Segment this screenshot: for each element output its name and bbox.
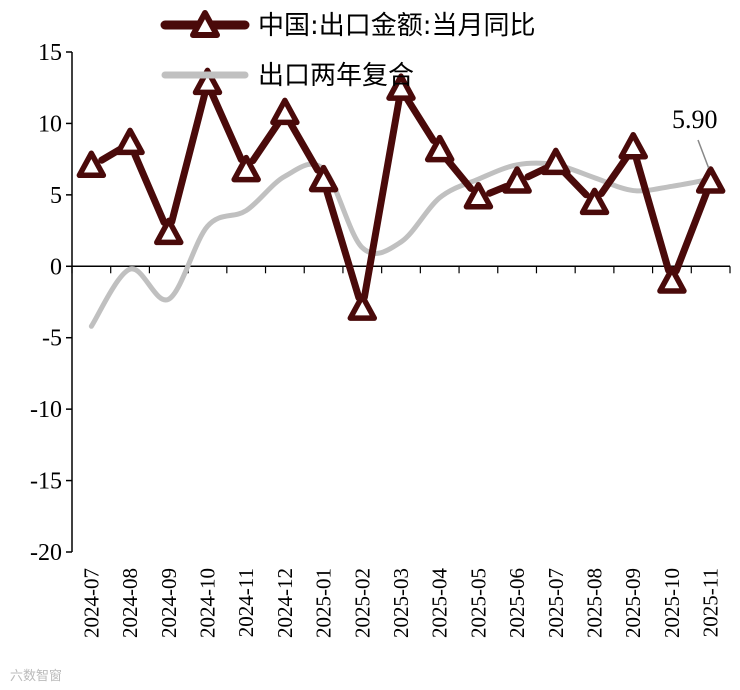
series-export-yoy-segment: [287, 120, 322, 174]
triangle-marker-icon: [657, 266, 687, 294]
annotation-leader-line: [697, 139, 710, 169]
y-tick-label: 10: [38, 111, 62, 137]
series-export-yoy-segment: [360, 97, 403, 301]
x-tick-label: 2025-09: [621, 568, 645, 638]
series-export-yoy-segment: [486, 183, 510, 197]
triangle-marker-icon: [424, 134, 455, 163]
x-tick-label: 2025-04: [428, 568, 452, 638]
x-tick-label: 2024-09: [157, 568, 181, 638]
triangle-marker-icon: [270, 97, 300, 126]
y-tick-label: 15: [38, 40, 62, 66]
x-tick-label: 2025-11: [699, 568, 723, 637]
y-tick-label: 0: [50, 254, 62, 280]
x-tick-label: 2024-10: [195, 568, 219, 638]
series-export-yoy-segment: [168, 91, 208, 226]
series-export-yoy-segment: [443, 156, 475, 192]
series-export-yoy-segment: [403, 95, 437, 144]
legend-marker-triangle-icon: [190, 10, 220, 38]
annotation-last-value: 5.90: [672, 105, 718, 169]
triangle-marker-icon: [386, 73, 416, 101]
series-export-yoy-segment: [208, 90, 245, 164]
series-export-yoy: [98, 90, 710, 302]
triangle-marker-icon: [308, 164, 339, 193]
x-tick-label: 2025-01: [312, 568, 336, 638]
triangle-marker-icon: [618, 131, 648, 160]
x-tick-label: 2025-05: [466, 568, 490, 638]
y-tick-label: -10: [30, 397, 62, 423]
legend-label-export-yoy: 中国:出口金额:当月同比: [258, 11, 536, 41]
triangle-marker-icon: [76, 150, 107, 179]
legend: 中国:出口金额:当月同比 出口两年复合: [160, 10, 536, 91]
series-two-year-compound: [88, 160, 714, 329]
series-export-yoy-markers: [76, 67, 726, 321]
series-export-yoy-segment: [249, 119, 282, 165]
x-tick-label: 2025-06: [505, 568, 529, 638]
x-tick-label: 2024-07: [79, 568, 103, 638]
x-tick-label: 2025-02: [350, 568, 374, 638]
x-tick-label: 2024-08: [118, 568, 142, 638]
legend-label-two-year-compound: 出口两年复合: [258, 61, 414, 91]
triangle-marker-icon: [541, 147, 571, 176]
series-export-yoy-segment: [597, 154, 630, 198]
series-two-year-compound-line: [88, 160, 714, 329]
triangle-marker-icon: [154, 217, 184, 246]
axes: 15 10 5 0 -5 -10 -15 -20 2024-07 2024-08 2024-09 20…: [30, 40, 731, 638]
triangle-marker-icon: [695, 166, 726, 194]
series-export-yoy-segment: [323, 188, 363, 302]
x-tick-label: 2024-11: [234, 568, 258, 637]
triangle-marker-icon: [231, 154, 261, 183]
y-tick-label: -15: [30, 469, 62, 495]
annotation-label: 5.90: [672, 105, 718, 134]
triangle-marker-icon: [579, 187, 610, 216]
triangle-marker-icon: [347, 293, 378, 321]
x-tick-label: 2025-10: [660, 568, 684, 638]
series-export-yoy-segment: [672, 189, 710, 275]
triangle-marker-icon: [463, 181, 494, 210]
triangle-marker-icon: [115, 127, 145, 156]
triangle-marker-icon: [192, 67, 223, 96]
y-tick-label: -20: [30, 540, 62, 566]
watermark: 六数智窗: [10, 668, 62, 684]
y-tick-label: 5: [50, 183, 62, 209]
triangle-marker-icon: [502, 166, 532, 194]
x-tick-label: 2025-07: [544, 568, 568, 638]
x-tick-label: 2024-12: [273, 568, 297, 638]
series-export-yoy-segment: [560, 168, 590, 199]
x-tick-label: 2025-03: [389, 568, 413, 638]
x-tick-label: 2025-08: [583, 568, 607, 638]
series-export-yoy-segment: [633, 155, 673, 274]
series-export-yoy-segment: [131, 150, 168, 226]
y-tick-label: -5: [42, 326, 62, 352]
